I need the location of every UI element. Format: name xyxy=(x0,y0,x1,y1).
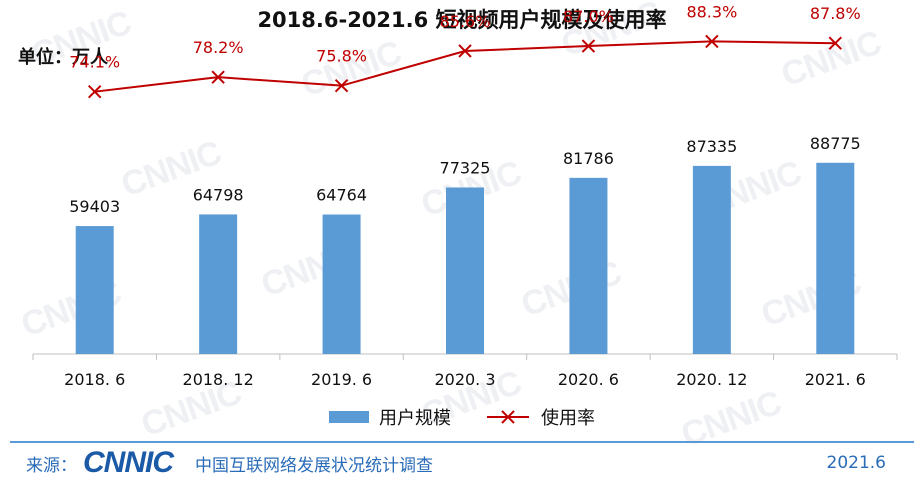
rate-data-label: 78.2% xyxy=(193,38,244,57)
legend-bar-swatch xyxy=(329,411,369,423)
rate-data-label: 87.0% xyxy=(563,7,614,26)
rate-data-label: 74.1% xyxy=(69,53,120,72)
source-name: 中国互联网络发展状况统计调查 xyxy=(195,455,433,476)
bar-data-label: 81786 xyxy=(563,149,614,168)
rate-data-label: 88.3% xyxy=(686,2,737,21)
rate-marker xyxy=(828,36,842,50)
x-tick-label: 2020. 12 xyxy=(676,370,747,389)
bar xyxy=(692,165,731,354)
x-tick-label: 2020. 3 xyxy=(434,370,495,389)
chart-legend: 用户规模 使用率 xyxy=(0,404,924,430)
legend-line-swatch xyxy=(487,410,529,424)
rate-marker xyxy=(88,84,102,99)
footer-date: 2021.6 xyxy=(826,453,886,473)
rate-marker xyxy=(458,44,472,58)
rate-data-label: 75.8% xyxy=(316,47,367,66)
legend-item-rate: 使用率 xyxy=(485,404,595,430)
legend-label-rate: 使用率 xyxy=(541,408,595,429)
rate-marker xyxy=(334,78,349,93)
source-label: 来源： xyxy=(26,455,77,476)
footer: 来源： CNNIC 中国互联网络发展状况统计调查 2021.6 xyxy=(26,446,906,479)
x-tick-label: 2019. 6 xyxy=(311,370,372,389)
bar-data-label: 59403 xyxy=(69,197,120,216)
bar-data-label: 87335 xyxy=(686,137,737,156)
footer-divider xyxy=(10,441,914,443)
x-tick-label: 2018. 12 xyxy=(183,370,254,389)
x-tick-label: 2021. 6 xyxy=(805,370,866,389)
bar xyxy=(569,177,608,354)
bar-data-label: 64798 xyxy=(193,185,244,204)
bar xyxy=(446,187,484,354)
bar xyxy=(199,214,238,354)
bar-data-label: 88775 xyxy=(810,134,861,153)
unit-label: 单位：万人 xyxy=(18,47,108,68)
rate-data-label: 85.6% xyxy=(440,12,491,31)
x-tick-label: 2018. 6 xyxy=(64,370,125,389)
bar xyxy=(322,214,361,354)
x-tick-label: 2020. 6 xyxy=(558,370,619,389)
rate-data-label: 87.8% xyxy=(810,4,861,23)
bar xyxy=(75,226,114,354)
rate-marker xyxy=(211,70,225,84)
legend-label-users: 用户规模 xyxy=(379,408,451,429)
cnnic-logo: CNNIC xyxy=(83,446,174,479)
chart-title: 2018.6-2021.6 短视频用户规模及使用率 xyxy=(257,8,667,32)
bar xyxy=(816,162,855,354)
bar-data-label: 64764 xyxy=(316,186,367,205)
legend-item-users: 用户规模 xyxy=(329,404,451,430)
bar-data-label: 77325 xyxy=(440,158,491,177)
rate-marker xyxy=(581,39,596,53)
rate-marker xyxy=(705,34,719,49)
chart-plot: 59403 64798 64764 77325 81786 87335 88775 2018.… xyxy=(32,2,898,389)
